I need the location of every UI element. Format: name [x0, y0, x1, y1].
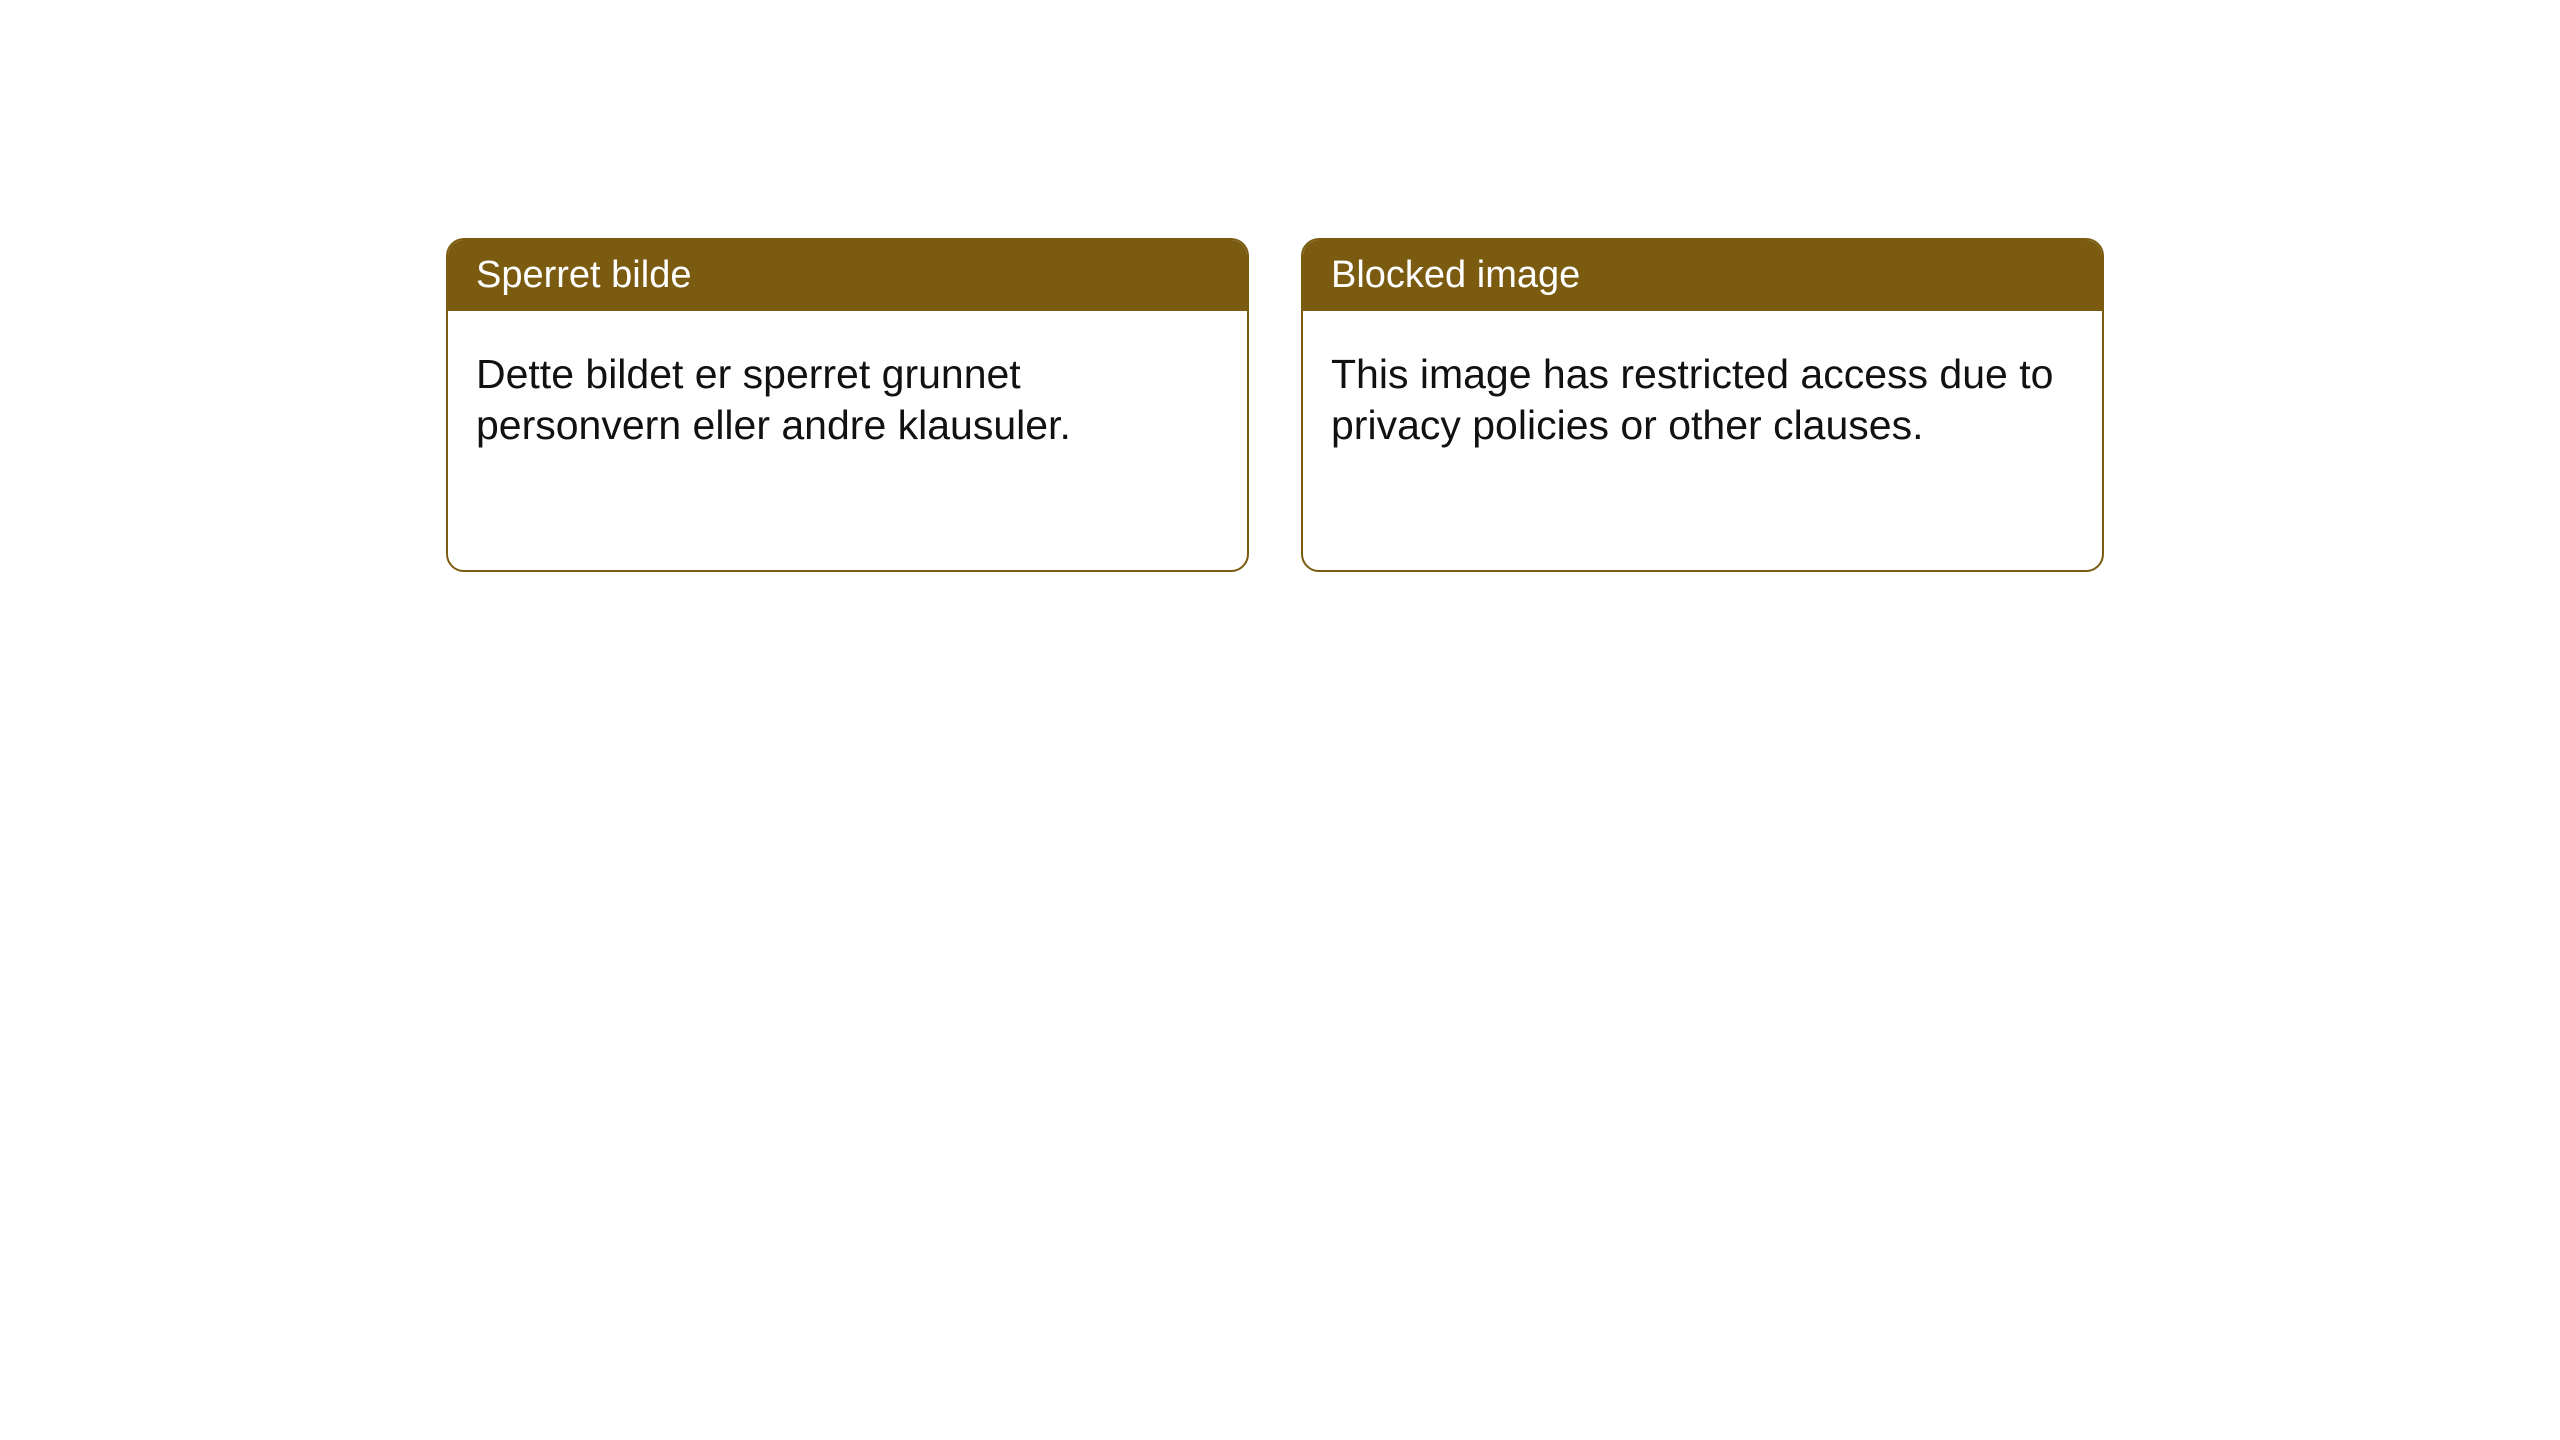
notice-title: Sperret bilde [448, 240, 1247, 311]
notice-container: Sperret bilde Dette bildet er sperret gr… [0, 0, 2560, 572]
notice-title: Blocked image [1303, 240, 2102, 311]
notice-card-norwegian: Sperret bilde Dette bildet er sperret gr… [446, 238, 1249, 572]
notice-card-english: Blocked image This image has restricted … [1301, 238, 2104, 572]
notice-body: This image has restricted access due to … [1303, 311, 2102, 490]
notice-body: Dette bildet er sperret grunnet personve… [448, 311, 1247, 490]
